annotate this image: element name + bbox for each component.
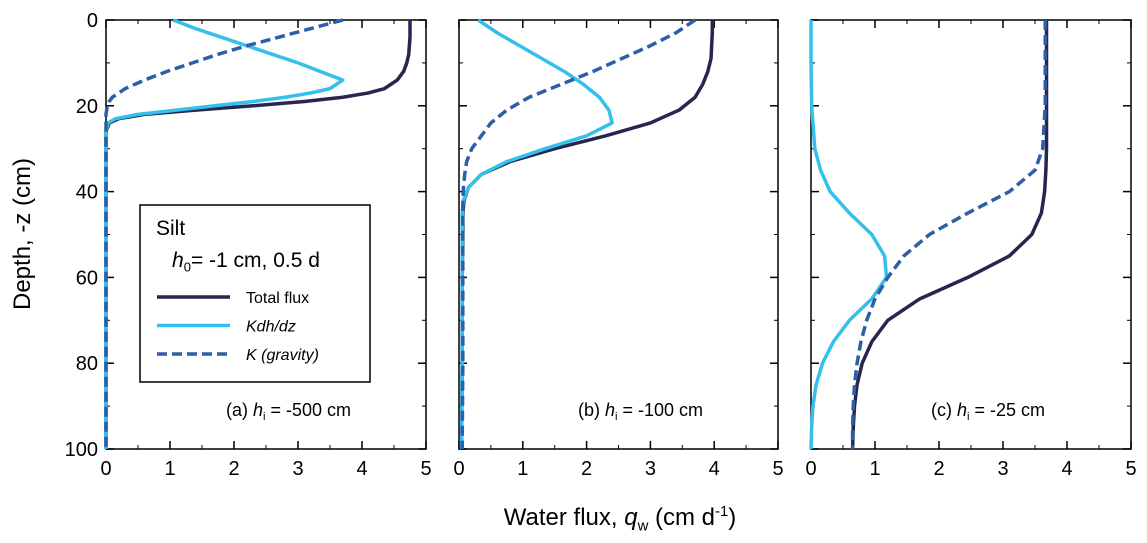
label-part: h xyxy=(172,249,184,272)
x-tick-label: 3 xyxy=(997,458,1008,480)
label-part: i xyxy=(967,411,969,423)
x-tick-label: 4 xyxy=(356,458,367,480)
label-part: (cm d xyxy=(648,504,715,531)
series-line xyxy=(104,18,345,449)
series-line xyxy=(850,20,1047,449)
rich-label: Water flux, qw (cm d-1) xyxy=(504,504,736,534)
label-part: (b) xyxy=(578,400,605,420)
label-part: i xyxy=(615,411,617,423)
label-part: i xyxy=(263,411,265,423)
x-tick-label: 1 xyxy=(869,458,880,480)
x-tick-label: 2 xyxy=(228,458,239,480)
x-tick-label: 0 xyxy=(453,458,464,480)
rich-label: (a) hi = -500 cm xyxy=(226,400,351,423)
rich-label: (b) hi = -100 cm xyxy=(578,400,703,423)
label-part: (c) xyxy=(931,400,957,420)
plot-frame xyxy=(458,19,779,450)
x-tick-label: 1 xyxy=(164,458,175,480)
y-tick-label: 20 xyxy=(76,96,98,118)
series-line xyxy=(850,20,1049,450)
x-tick-label: 0 xyxy=(805,458,816,480)
label-part: h xyxy=(605,400,615,420)
x-tick-label: 4 xyxy=(1061,458,1072,480)
x-tick-label: 4 xyxy=(709,458,720,480)
rich-label: h0= -1 cm, 0.5 d xyxy=(172,249,320,275)
x-tick-label: 5 xyxy=(1125,458,1136,480)
series-line xyxy=(460,18,697,450)
label-part: = -500 cm xyxy=(266,400,352,420)
series-line xyxy=(459,20,715,450)
label-part: 0 xyxy=(184,260,191,275)
y-tick-label: 60 xyxy=(76,267,98,289)
label-part: = -1 cm, 0.5 d xyxy=(191,249,320,272)
label-part: h xyxy=(253,400,263,420)
x-tick-label: 2 xyxy=(581,458,592,480)
legend-title: Silt xyxy=(156,217,185,240)
legend-label: K (gravity) xyxy=(246,347,319,364)
legend-label: Total flux xyxy=(246,290,309,307)
label-part: w xyxy=(637,518,649,534)
x-tick-label: 5 xyxy=(772,458,783,480)
y-tick-label: 80 xyxy=(76,353,98,375)
x-tick-label: 5 xyxy=(420,458,431,480)
label-part: -1 xyxy=(715,504,728,520)
label-part: Water flux, xyxy=(504,504,624,531)
y-tick-label: 100 xyxy=(65,439,98,461)
label-part: q xyxy=(624,504,638,531)
x-tick-label: 3 xyxy=(645,458,656,480)
label-part: ) xyxy=(728,504,736,531)
label-part: h xyxy=(957,400,967,420)
series-line xyxy=(809,20,889,450)
y-tick-label: 0 xyxy=(87,10,98,32)
x-tick-label: 1 xyxy=(517,458,528,480)
label-part: = -25 cm xyxy=(970,400,1046,420)
legend-label: Kdh/dz xyxy=(246,319,296,336)
x-tick-label: 3 xyxy=(292,458,303,480)
series-line xyxy=(104,18,344,449)
y-tick-label: 40 xyxy=(76,182,98,204)
x-tick-label: 2 xyxy=(933,458,944,480)
label-part: = -100 cm xyxy=(618,400,704,420)
series-line xyxy=(459,18,614,450)
plot-frame xyxy=(810,19,1132,450)
rich-label: (c) hi = -25 cm xyxy=(931,400,1045,423)
label-part: (a) xyxy=(226,400,253,420)
x-tick-label: 0 xyxy=(100,458,111,480)
y-axis-label: Depth, -z (cm) xyxy=(9,158,36,310)
